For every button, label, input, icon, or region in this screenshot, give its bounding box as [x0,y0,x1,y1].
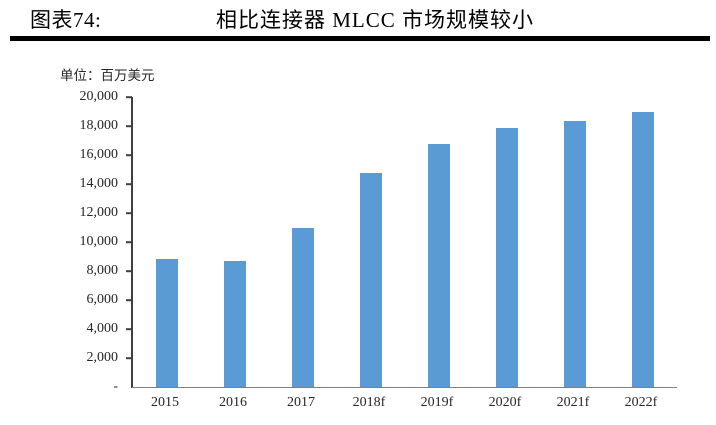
y-axis-tick-label: 18,000 [79,118,119,133]
x-axis-label-2021f: 2021f [556,395,590,410]
bar-slot [541,97,609,387]
y-axis-tick-label: 20,000 [79,89,119,104]
y-axis-tick-label: 2,000 [86,350,119,365]
bar-slot [201,97,269,387]
y-axis-tick-mark [126,270,132,272]
y-axis-tick-label: 12,000 [79,205,119,220]
bar-slot [269,97,337,387]
plot-area: 20,000 18,000 16,000 14,000 12,000 10,000 8,00… [80,89,677,394]
y-axis-tick-label: 4,000 [86,321,119,336]
bar-2018f [360,173,382,387]
x-axis-label-2018f: 2018f [352,395,386,410]
y-axis-tick-mark [126,154,132,156]
bar-2015 [156,258,178,387]
x-axis-label-2019f: 2019f [420,395,454,410]
x-axis-labels: 2015 2016 2017 2018f 2019f 2020f 2021f 2022f [131,395,675,411]
x-axis-label-2022f: 2022f [624,395,658,410]
bar-2016 [224,260,246,387]
bar-2017 [292,227,314,387]
y-axis-tick-label: - [113,379,118,394]
y-axis-tick-mark [126,212,132,214]
bar-2019f [428,144,450,387]
y-axis-tick-label: 8,000 [86,263,119,278]
bar-slot [609,97,677,387]
y-axis-tick-mark [126,183,132,185]
y-axis-tick-mark [126,125,132,127]
y-axis-tick-mark [126,299,132,301]
bars-row [133,97,677,387]
y-axis-tick-label: 10,000 [79,234,119,249]
y-axis-tick-mark [126,357,132,359]
x-axis-label-2017: 2017 [287,395,315,410]
y-axis-tick-mark [126,241,132,243]
x-axis-label-2020f: 2020f [488,395,522,410]
y-axis-tick-label: 14,000 [79,176,119,191]
figure-title: 相比连接器 MLCC 市场规模较小 [216,8,535,32]
bar-slot [473,97,541,387]
bar-slot [337,97,405,387]
x-axis-label-2015: 2015 [151,395,179,410]
y-axis-tick-label: 6,000 [86,292,119,307]
bar-2021f [564,120,586,387]
y-axis-tick-mark [126,328,132,330]
bar-slot [133,97,201,387]
y-axis-tick-mark [126,96,132,98]
y-axis-unit-label: 单位：百万美元 [60,68,155,83]
title-divider [10,36,710,41]
bar-slot [405,97,473,387]
bar-2022f [632,112,654,387]
x-axis-label-2016: 2016 [219,395,247,410]
y-axis-tick-label: 16,000 [79,147,119,162]
bar-2020f [496,128,518,387]
figure-label: 图表74: [30,8,102,32]
